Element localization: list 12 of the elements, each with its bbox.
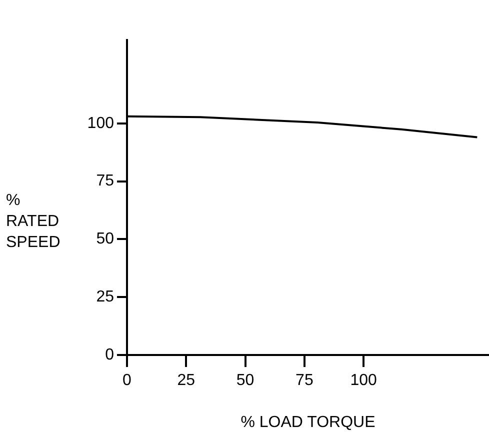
y-tick-label: 50 — [96, 230, 114, 248]
y-axis-title: % RATED SPEED — [6, 191, 60, 253]
x-tick-label: 75 — [296, 372, 314, 390]
x-axis-title: % LOAD TORQUE — [240, 414, 376, 431]
y-tick-label: 75 — [96, 172, 114, 190]
x-tick-label: 25 — [177, 372, 196, 390]
x-tick-label: 0 — [122, 372, 132, 390]
x-tick-label: 50 — [236, 372, 254, 390]
y-tick-label: 25 — [96, 288, 114, 306]
x-tick-label: 100 — [350, 372, 378, 390]
y-tick-label: 100 — [87, 114, 114, 132]
y-tick-label: 0 — [105, 346, 114, 364]
